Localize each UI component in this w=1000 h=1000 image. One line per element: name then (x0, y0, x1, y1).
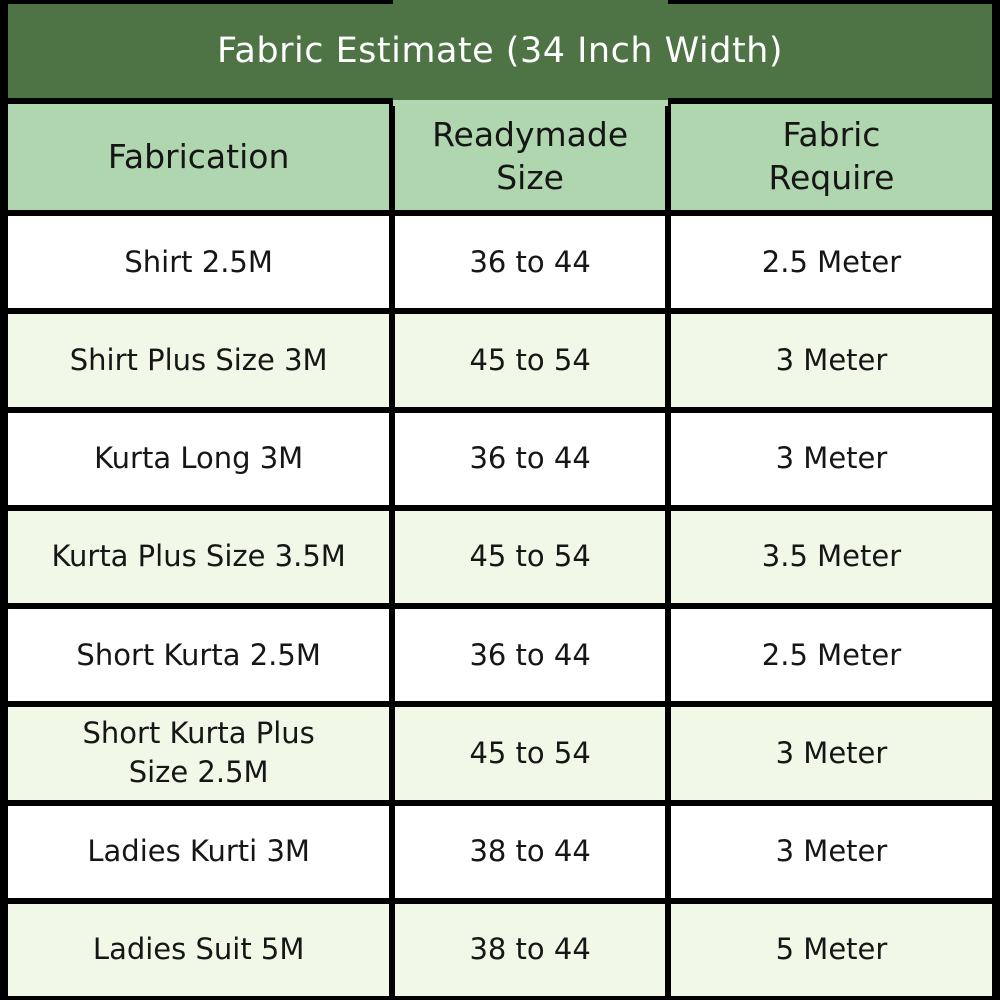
cell-readymade-size: 38 to 44 (395, 903, 665, 996)
cell-readymade-size: 45 to 54 (395, 314, 665, 407)
cell-fabrication: Kurta Plus Size 3.5M (8, 510, 390, 603)
cell-readymade-size: 36 to 44 (395, 216, 665, 309)
cell-fabric-require: 3.5 Meter (670, 510, 992, 603)
cell-fabrication: Short Kurta Plus Size 2.5M (8, 707, 390, 800)
border-patch-junction (393, 96, 668, 106)
column-header-readymade-size: Readymade Size (395, 104, 665, 210)
cell-readymade-size: 36 to 44 (395, 609, 665, 702)
cell-fabrication: Shirt 2.5M (8, 216, 390, 309)
cell-fabric-require: 3 Meter (670, 805, 992, 898)
cell-readymade-size: 36 to 44 (395, 412, 665, 505)
cell-fabric-require: 2.5 Meter (670, 216, 992, 309)
column-header-fabrication: Fabrication (8, 104, 390, 210)
cell-readymade-size: 45 to 54 (395, 510, 665, 603)
cell-fabric-require: 3 Meter (670, 314, 992, 407)
cell-fabrication: Short Kurta 2.5M (8, 609, 390, 702)
cell-fabric-require: 3 Meter (670, 412, 992, 505)
cell-fabrication: Shirt Plus Size 3M (8, 314, 390, 407)
cell-fabrication: Ladies Kurti 3M (8, 805, 390, 898)
cell-fabric-require: 3 Meter (670, 707, 992, 800)
cell-readymade-size: 45 to 54 (395, 707, 665, 800)
border-patch-top (393, 0, 668, 5)
cell-fabrication: Kurta Long 3M (8, 412, 390, 505)
cell-fabrication: Ladies Suit 5M (8, 903, 390, 996)
cell-fabric-require: 5 Meter (670, 903, 992, 996)
cell-fabric-require: 2.5 Meter (670, 609, 992, 702)
cell-readymade-size: 38 to 44 (395, 805, 665, 898)
table-title: Fabric Estimate (34 Inch Width) (8, 4, 992, 98)
column-header-fabric-require: Fabric Require (670, 104, 992, 210)
